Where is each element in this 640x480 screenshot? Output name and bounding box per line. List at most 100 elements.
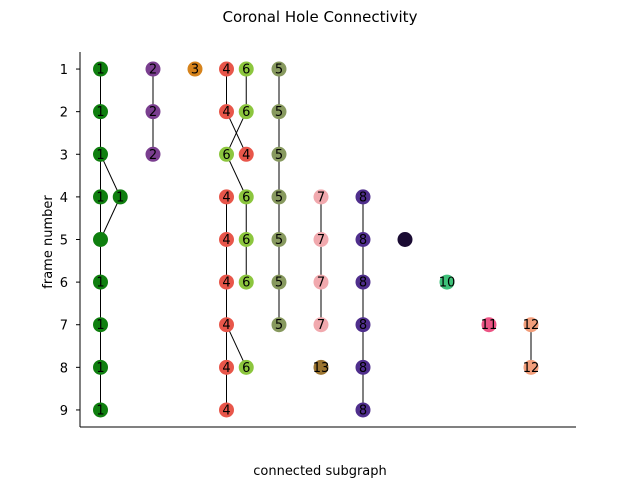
node-7-frame-4: 7 — [313, 189, 329, 205]
node-label: 13 — [313, 361, 330, 376]
node-label: 8 — [359, 403, 367, 418]
node-marker — [93, 232, 108, 247]
node-label: 7 — [317, 233, 325, 248]
node-marker — [219, 359, 234, 375]
node-marker — [219, 402, 234, 418]
node-marker — [481, 317, 497, 333]
node-marker — [219, 146, 234, 162]
node-marker — [238, 146, 254, 162]
y-tick-label: 7 — [60, 319, 68, 334]
node-marker — [313, 232, 329, 247]
node-5-frame-1: 5 — [271, 61, 287, 78]
node-marker — [93, 359, 108, 375]
node-label: 4 — [222, 233, 230, 248]
node-label: 3 — [191, 63, 199, 78]
node-7-frame-5: 7 — [313, 232, 329, 248]
node-5-frame-6: 5 — [271, 274, 287, 291]
node-marker — [238, 104, 254, 120]
node-label: 1 — [96, 105, 104, 120]
node-7-frame-7: 7 — [313, 317, 329, 333]
node-marker — [112, 189, 128, 205]
node-marker — [271, 104, 287, 120]
node-label: 8 — [359, 276, 367, 291]
node-marker — [523, 359, 539, 375]
node-1-frame-1: 1 — [93, 61, 108, 78]
y-tick-label: 5 — [60, 234, 68, 249]
node-marker — [355, 274, 371, 290]
node-1-frame-3: 1 — [93, 146, 108, 163]
x-axis-label: connected subgraph — [253, 464, 387, 479]
node-marker — [219, 189, 234, 205]
node-1-frame-7: 1 — [93, 317, 108, 333]
node-marker — [145, 61, 161, 77]
node-1-frame-6: 1 — [93, 274, 108, 291]
node-label: 6 — [242, 233, 250, 248]
node-marker — [93, 104, 108, 120]
node-4-frame-6: 4 — [219, 274, 234, 291]
node-label: 10 — [439, 276, 456, 291]
node-1-frame-4: 1 — [93, 189, 108, 205]
node-13-frame-8: 13 — [313, 359, 330, 376]
node-1-frame-2: 1 — [93, 104, 108, 120]
node-label: 5 — [275, 233, 283, 248]
node-label: 11 — [481, 318, 498, 333]
node-label: 1 — [96, 403, 104, 418]
node-marker — [219, 317, 234, 333]
node-2-frame-1: 2 — [145, 61, 161, 78]
node-label: 4 — [222, 105, 230, 120]
node-label: 1 — [96, 276, 104, 291]
node-label: 1 — [96, 63, 104, 78]
node-marker — [219, 104, 234, 120]
node-marker — [93, 61, 108, 77]
node-4-frame-4: 4 — [219, 189, 234, 205]
node-label: 7 — [317, 276, 325, 291]
node-label: 4 — [222, 190, 230, 205]
node-6-frame-3: 6 — [219, 146, 234, 163]
node-label: 6 — [222, 148, 230, 163]
node-11-frame-7: 11 — [481, 317, 498, 333]
node-label: 4 — [222, 63, 230, 78]
node-marker — [93, 189, 108, 205]
node-marker — [219, 232, 234, 247]
edge-1-5 — [100, 196, 121, 240]
node-6-frame-2: 6 — [238, 104, 254, 120]
node-label: 4 — [222, 403, 230, 418]
y-tick-label: 9 — [60, 404, 68, 419]
node-4-frame-2: 4 — [219, 104, 234, 120]
y-tick-label: 2 — [60, 106, 68, 121]
node-marker — [93, 402, 108, 418]
node-marker — [271, 274, 287, 290]
node-label: 8 — [359, 233, 367, 248]
node-8-frame-7: 8 — [355, 317, 371, 333]
node-1-frame-9: 1 — [93, 402, 108, 418]
node-1-frame-4: 1 — [112, 189, 128, 205]
node-8-frame-9: 8 — [355, 402, 371, 418]
node-label: 2 — [149, 105, 157, 120]
node-2-frame-2: 2 — [145, 104, 161, 120]
node-marker — [313, 274, 329, 290]
node-marker — [238, 274, 254, 290]
node-label: 2 — [149, 63, 157, 78]
node-marker — [355, 359, 371, 375]
node-1-frame-8: 1 — [93, 359, 108, 376]
node-marker — [439, 274, 455, 290]
node-label: 6 — [242, 361, 250, 376]
node-marker — [93, 146, 108, 162]
node-label: 12 — [523, 361, 540, 376]
node-marker — [187, 61, 203, 77]
node-marker — [355, 189, 371, 205]
node-12-frame-8: 12 — [523, 359, 540, 376]
node-label: 8 — [359, 361, 367, 376]
node-marker — [145, 146, 161, 162]
node-6-frame-4: 6 — [238, 189, 254, 205]
node-label: 8 — [359, 190, 367, 205]
node-7-frame-6: 7 — [313, 274, 329, 291]
node-label: 1 — [96, 190, 104, 205]
edge-6-2 — [226, 154, 247, 198]
y-tick-label: 6 — [60, 276, 68, 291]
node-5-frame-3: 5 — [271, 146, 287, 163]
node-8-frame-4: 8 — [355, 189, 371, 205]
node-12-frame-7: 12 — [523, 317, 539, 333]
node-label: 6 — [242, 105, 250, 120]
